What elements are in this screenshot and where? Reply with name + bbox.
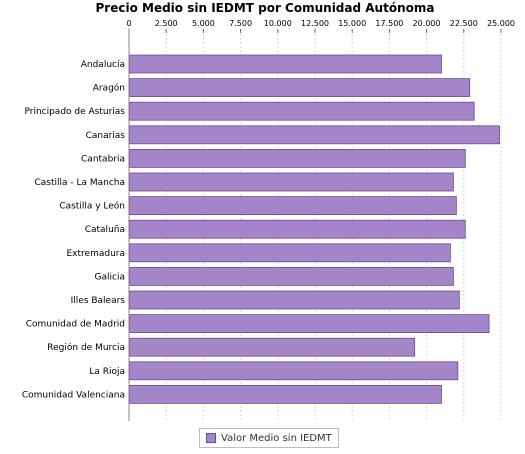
- category-label: Extremadura: [67, 249, 126, 259]
- legend-swatch: [206, 433, 216, 443]
- bar: [129, 384, 442, 404]
- x-tick-label: 17.500: [375, 19, 403, 28]
- category-label: Cataluña: [85, 225, 125, 235]
- category-label: Comunidad de Madrid: [26, 320, 125, 330]
- x-tick-label: 2.500: [155, 19, 178, 28]
- bar: [129, 337, 416, 357]
- bar: [129, 361, 459, 381]
- bar: [129, 219, 466, 239]
- x-tick-label: 22.500: [450, 19, 478, 28]
- bars: [129, 54, 500, 404]
- x-tick-label: 12.500: [301, 19, 329, 28]
- category-label: Illes Balears: [71, 296, 126, 306]
- x-axis-ticks: 0 2.500 5.000 7.500 10.000 12.500 15.000 17.500…: [126, 19, 515, 33]
- category-label: Castilla y León: [59, 201, 125, 212]
- category-label: Región de Murcia: [47, 342, 125, 353]
- bar: [129, 101, 475, 121]
- category-label: Andalucía: [81, 60, 125, 70]
- bar: [129, 78, 471, 97]
- category-label: Cantabria: [81, 154, 125, 164]
- bar: [129, 314, 490, 334]
- bar: [129, 54, 442, 74]
- x-tick-label: 15.000: [338, 19, 366, 28]
- category-label: Canarias: [86, 131, 126, 141]
- legend: Valor Medio sin IEDMT: [199, 428, 339, 448]
- bar: [129, 266, 454, 286]
- chart-title: Precio Medio sin IEDMT por Comunidad Aut…: [96, 1, 435, 15]
- bar: [129, 125, 500, 145]
- bar: [129, 172, 454, 192]
- category-label: Principado de Asturias: [24, 107, 125, 117]
- x-tick-label: 0: [126, 19, 131, 28]
- x-tick-label: 20.000: [413, 19, 441, 28]
- legend-label: Valor Medio sin IEDMT: [221, 432, 332, 444]
- bar: [129, 148, 466, 168]
- x-tick-label: 25.000: [487, 19, 515, 28]
- category-label: Galicia: [95, 272, 125, 282]
- category-label: Comunidad Valenciana: [22, 390, 125, 400]
- bar: [129, 290, 460, 310]
- bar: [129, 196, 457, 216]
- bar: [129, 243, 451, 263]
- category-label: Castilla - La Mancha: [34, 178, 125, 188]
- x-tick-label: 5.000: [192, 19, 215, 28]
- x-tick-label: 7.500: [229, 19, 252, 28]
- category-label: La Rioja: [89, 367, 125, 377]
- x-tick-label: 10.000: [264, 19, 292, 28]
- category-label: Aragón: [93, 83, 125, 94]
- category-labels: Andalucía Aragón Principado de Asturias Can…: [22, 60, 125, 400]
